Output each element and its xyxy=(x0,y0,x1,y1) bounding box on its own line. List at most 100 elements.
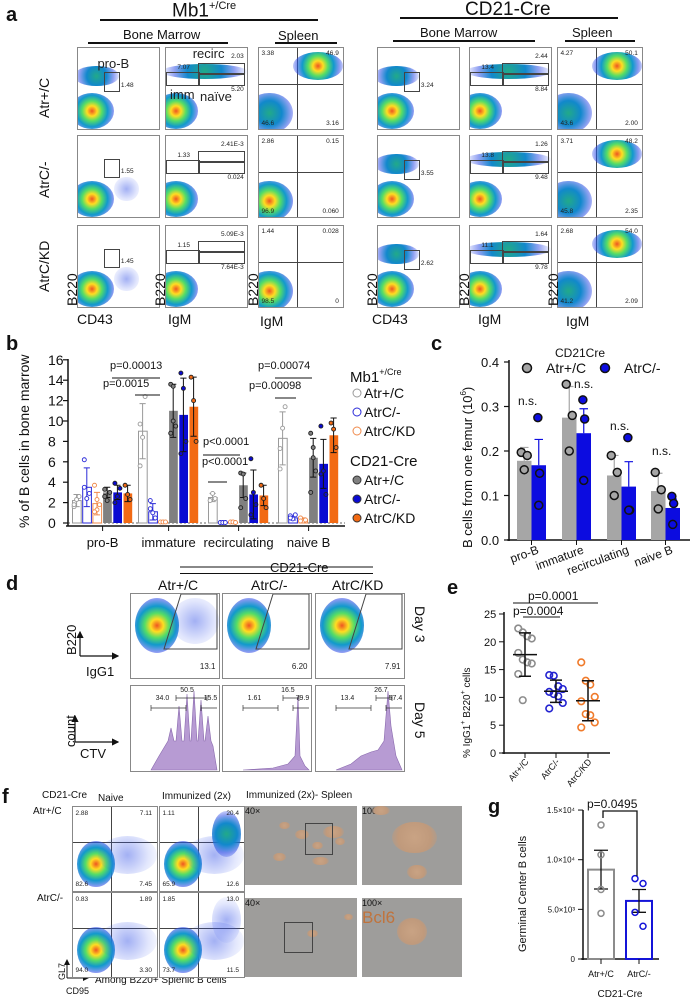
gate-percentage: 1.85 xyxy=(162,896,176,904)
quadrant-line-vertical xyxy=(197,807,199,891)
legend-item-label: Atr+/C xyxy=(364,472,404,488)
igg1-gate xyxy=(163,594,218,650)
data-point xyxy=(112,500,118,506)
magnification-40x: 40× xyxy=(245,898,261,908)
data-point xyxy=(656,484,666,495)
error-bar xyxy=(320,438,327,489)
flow-plot-gl7-cd95-immunized-row1: 1.11 20.4 65.9 12.6 xyxy=(159,806,245,892)
gate-percentage: 73.7 xyxy=(162,967,176,975)
recirculating-percentage: 5.09E-3 xyxy=(220,230,244,238)
data-point xyxy=(147,498,153,504)
gate-percentage: 3.24 xyxy=(420,82,434,90)
data-point xyxy=(193,438,199,444)
germinal-center-spot xyxy=(392,821,437,854)
bar-CD21-Cre-Atr+/C-pro-B xyxy=(103,492,112,523)
gate-percentage: 2.86 xyxy=(261,138,275,146)
gate-percentage: 11.5 xyxy=(226,967,239,975)
cell-density-blob xyxy=(320,598,365,653)
gate-percentage: 1.44 xyxy=(261,228,275,236)
gate-percentage: 12.6 xyxy=(226,881,239,889)
panel-f-immunized-title: Immunized (2x) xyxy=(162,791,231,802)
flow-plot-cd43-cd21-row3: 2.62 xyxy=(377,225,460,308)
gate-percentage: 2.00 xyxy=(625,119,638,127)
legend-title-mb1: Mb1+/Cre xyxy=(350,367,401,386)
hist-gate-middle: 26.7 xyxy=(374,686,388,694)
pro-b-gate xyxy=(103,158,121,179)
legend-item-label: AtrC/KD xyxy=(364,510,415,526)
legend-marker xyxy=(352,426,362,436)
panel-label-a: a xyxy=(6,4,18,26)
data-point xyxy=(558,684,567,694)
p-value-annotation: p=0.0495 xyxy=(587,797,638,811)
legend-item-label: AtrC/- xyxy=(624,360,661,376)
data-point xyxy=(250,489,256,495)
data-point xyxy=(207,498,213,504)
y-axis-label: Germinal Center B cells xyxy=(517,835,529,952)
data-point xyxy=(188,374,194,380)
x-axis-label: CD21-Cre xyxy=(597,989,642,1000)
data-point xyxy=(579,414,590,424)
cell-density-blob xyxy=(166,180,199,217)
gate-percentage: 3.38 xyxy=(261,50,275,58)
immature-gate xyxy=(166,72,201,87)
data-point xyxy=(178,370,184,376)
data-point xyxy=(333,445,339,450)
x-tick-label: naive B xyxy=(632,543,674,570)
flow-plot-cd43-mb1-row3: 1.45 xyxy=(77,225,160,308)
hist-gate-right: 79.9 xyxy=(295,695,310,703)
stain-label-bcl6: Bcl6 xyxy=(362,908,396,927)
quadrant-line-horizontal xyxy=(160,928,244,930)
data-point xyxy=(308,430,314,436)
gate-percentage: 1.11 xyxy=(162,810,175,818)
data-point xyxy=(308,489,314,495)
panel-f-row-atr-wt: Atr+/C xyxy=(33,806,62,817)
y-tick-label: 0.0 xyxy=(481,533,499,548)
gate-percentage: 2.62 xyxy=(420,260,434,268)
cell-density-blob xyxy=(77,840,115,887)
data-point xyxy=(122,482,128,488)
data-point xyxy=(168,430,174,436)
cell-density-blob xyxy=(166,64,247,79)
cell-density-blob xyxy=(591,230,642,259)
data-point xyxy=(248,456,254,462)
germinal-center-spot xyxy=(397,917,427,946)
ihc-image-40x-row2: 40× xyxy=(245,898,357,977)
cell-density-blob xyxy=(185,922,244,961)
hist-gate-right: 15.5 xyxy=(203,695,218,703)
data-point xyxy=(102,494,108,499)
error-bar xyxy=(330,417,337,454)
legend-item-label: AtrC/- xyxy=(364,404,401,420)
y-tick-label: 1.5×10⁴ xyxy=(547,806,576,815)
flow-plot-cd43-mb1-row2: 1.55 xyxy=(77,135,160,218)
imm-label: imm xyxy=(170,86,195,102)
ns-annotation: n.s. xyxy=(652,444,671,458)
quadrant-line-vertical xyxy=(110,893,112,977)
pro-b-gate xyxy=(403,160,421,181)
y-tick-label: 1.0×10⁴ xyxy=(547,856,576,865)
data-point xyxy=(639,879,647,888)
naive-percentage: 0.024 xyxy=(227,174,244,182)
bone-marrow-label-mb1: Bone Marrow xyxy=(123,27,201,42)
data-point xyxy=(94,497,100,502)
hist-gate-middle: 16.5 xyxy=(281,686,295,694)
flow-plot-spleen-mb1-row2: 2.86 0.15 96.9 0.060 xyxy=(258,135,344,218)
pro-b-label: pro-B xyxy=(97,56,130,72)
data-point xyxy=(137,463,143,469)
cell-density-blob xyxy=(558,270,592,307)
data-point xyxy=(104,498,110,504)
panel-label-g: g xyxy=(488,796,501,818)
y-tick-label: 2 xyxy=(48,495,56,511)
panel-label-c: c xyxy=(431,333,443,355)
legend-item-label: Atr+/C xyxy=(546,360,586,376)
gate-percentage: 20.4 xyxy=(226,810,239,818)
quadrant-line-vertical xyxy=(197,893,199,977)
cell-density-blob xyxy=(378,92,415,129)
germinal-center-spot xyxy=(312,857,329,866)
quadrant-line-horizontal xyxy=(558,262,642,264)
cell-density-blob xyxy=(378,270,415,307)
data-point xyxy=(170,418,176,424)
naive-gate xyxy=(198,73,245,87)
gate-percentage: 50.1 xyxy=(625,50,638,58)
